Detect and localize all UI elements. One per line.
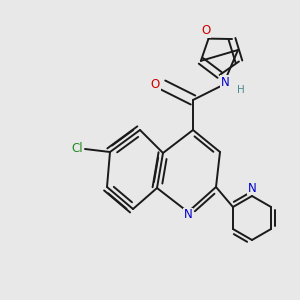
Text: N: N: [220, 76, 230, 88]
Text: N: N: [184, 208, 192, 221]
Text: H: H: [237, 85, 245, 95]
Text: N: N: [248, 182, 256, 194]
Text: O: O: [201, 24, 210, 37]
Text: Cl: Cl: [71, 142, 83, 155]
Text: O: O: [150, 79, 160, 92]
